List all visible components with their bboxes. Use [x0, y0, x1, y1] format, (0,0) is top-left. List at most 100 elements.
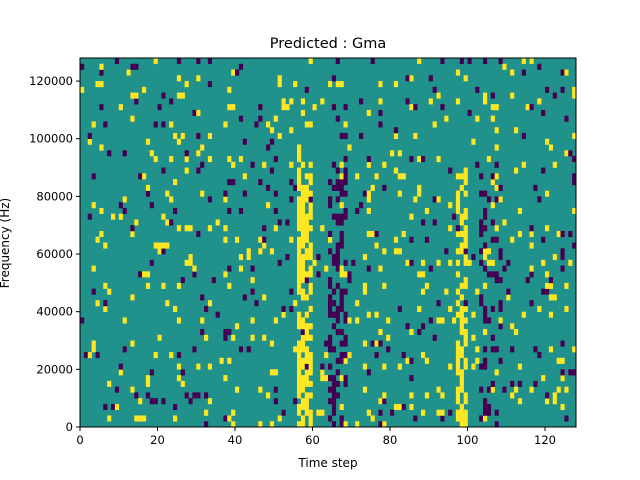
heatmap-cell [223, 236, 228, 243]
heatmap-cell [366, 369, 371, 376]
heatmap-cell [560, 265, 565, 272]
heatmap-cell [103, 403, 108, 411]
heatmap-cell [335, 115, 340, 122]
heatmap-cell [490, 92, 495, 99]
heatmap-cell [300, 277, 306, 284]
heatmap-cell [494, 196, 499, 203]
heatmap-cell [463, 254, 468, 261]
heatmap-cell [204, 421, 209, 428]
heatmap-cell [335, 328, 340, 336]
heatmap-cell [409, 75, 414, 82]
heatmap-cell [347, 352, 352, 359]
heatmap-cell [122, 207, 127, 214]
heatmap-cell [103, 242, 108, 249]
heatmap-cell [184, 225, 189, 232]
heatmap-cell [483, 346, 488, 353]
heatmap-cell [331, 409, 337, 416]
heatmap-cell [320, 98, 325, 105]
x-tick-label: 20 [150, 433, 165, 447]
heatmap-cell [335, 265, 340, 272]
heatmap-cell [145, 375, 151, 382]
heatmap-cell [297, 277, 302, 284]
heatmap-cell [517, 230, 523, 238]
heatmap-cell [250, 334, 255, 341]
heatmap-cell [277, 75, 282, 82]
heatmap-cell [560, 340, 565, 347]
heatmap-cell [339, 132, 344, 140]
heatmap-cell [339, 421, 344, 428]
heatmap-cell [459, 380, 464, 387]
heatmap-cell [486, 317, 492, 324]
heatmap-cell [312, 259, 317, 266]
heatmap-cell [494, 173, 499, 180]
heatmap-cell [316, 409, 321, 416]
heatmap-cell [401, 403, 406, 411]
heatmap-cell [258, 179, 263, 186]
heatmap-cell [459, 346, 464, 353]
heatmap-cell [498, 277, 503, 284]
heatmap-cell [339, 213, 344, 220]
heatmap-cell [227, 156, 232, 163]
heatmap-cell [142, 86, 147, 93]
x-axis-label: Time step [297, 456, 357, 470]
heatmap-cell [459, 248, 464, 255]
heatmap-cell [258, 248, 263, 255]
heatmap-cell [339, 265, 344, 272]
heatmap-cell [343, 156, 348, 163]
heatmap-cell [308, 190, 313, 197]
heatmap-cell [475, 288, 480, 295]
heatmap-cell [564, 69, 569, 76]
heatmap-cell [196, 58, 201, 65]
heatmap-cell [463, 357, 468, 364]
heatmap-cell [479, 248, 484, 255]
heatmap-cell [355, 421, 360, 428]
heatmap-cell [529, 58, 534, 65]
heatmap-cell [490, 104, 495, 111]
heatmap-cell [304, 121, 309, 128]
heatmap-cell [529, 300, 534, 307]
heatmap-cell [339, 219, 344, 226]
heatmap-cell [300, 242, 306, 249]
heatmap-cell [99, 69, 104, 76]
heatmap-cell [289, 179, 294, 186]
heatmap-cell [300, 202, 306, 209]
y-tick-label: 100000 [29, 132, 73, 146]
heatmap-cell [308, 369, 313, 376]
heatmap-cell [300, 196, 306, 203]
heatmap-cell [308, 421, 313, 428]
heatmap-cell [548, 282, 554, 289]
heatmap-cell [142, 415, 147, 422]
heatmap-cell [308, 282, 313, 289]
heatmap-cell [328, 363, 333, 370]
heatmap-cell [498, 254, 503, 261]
heatmap-cell [455, 202, 461, 209]
heatmap-cell [149, 150, 154, 157]
heatmap-cell [157, 248, 162, 255]
heatmap-cell [300, 219, 306, 226]
heatmap-cell [300, 259, 306, 266]
heatmap-cell [351, 259, 356, 266]
heatmap-cell [134, 63, 139, 70]
heatmap-cell [331, 403, 337, 411]
heatmap-cell [382, 248, 387, 255]
heatmap-cell [331, 184, 337, 191]
heatmap-cell [300, 421, 306, 428]
x-axis-ticks: 0 20 40 60 80 100 120 [76, 427, 556, 447]
heatmap-cell [490, 173, 495, 180]
heatmap-cell [176, 363, 182, 370]
heatmap-cell [455, 386, 461, 393]
heatmap-cell [297, 323, 302, 330]
heatmap-cell [173, 207, 178, 214]
heatmap-cell [335, 242, 340, 249]
heatmap-cell [421, 323, 426, 330]
heatmap-cell [122, 196, 127, 203]
heatmap-cell [297, 421, 302, 428]
heatmap-cell [328, 386, 333, 393]
heatmap-cell [281, 104, 286, 111]
heatmap-cell [432, 121, 437, 128]
heatmap-cell [436, 196, 441, 203]
heatmap-cell [409, 403, 414, 411]
heatmap-cell [161, 398, 166, 405]
heatmap-cell [413, 104, 418, 111]
heatmap-cell [339, 357, 344, 364]
